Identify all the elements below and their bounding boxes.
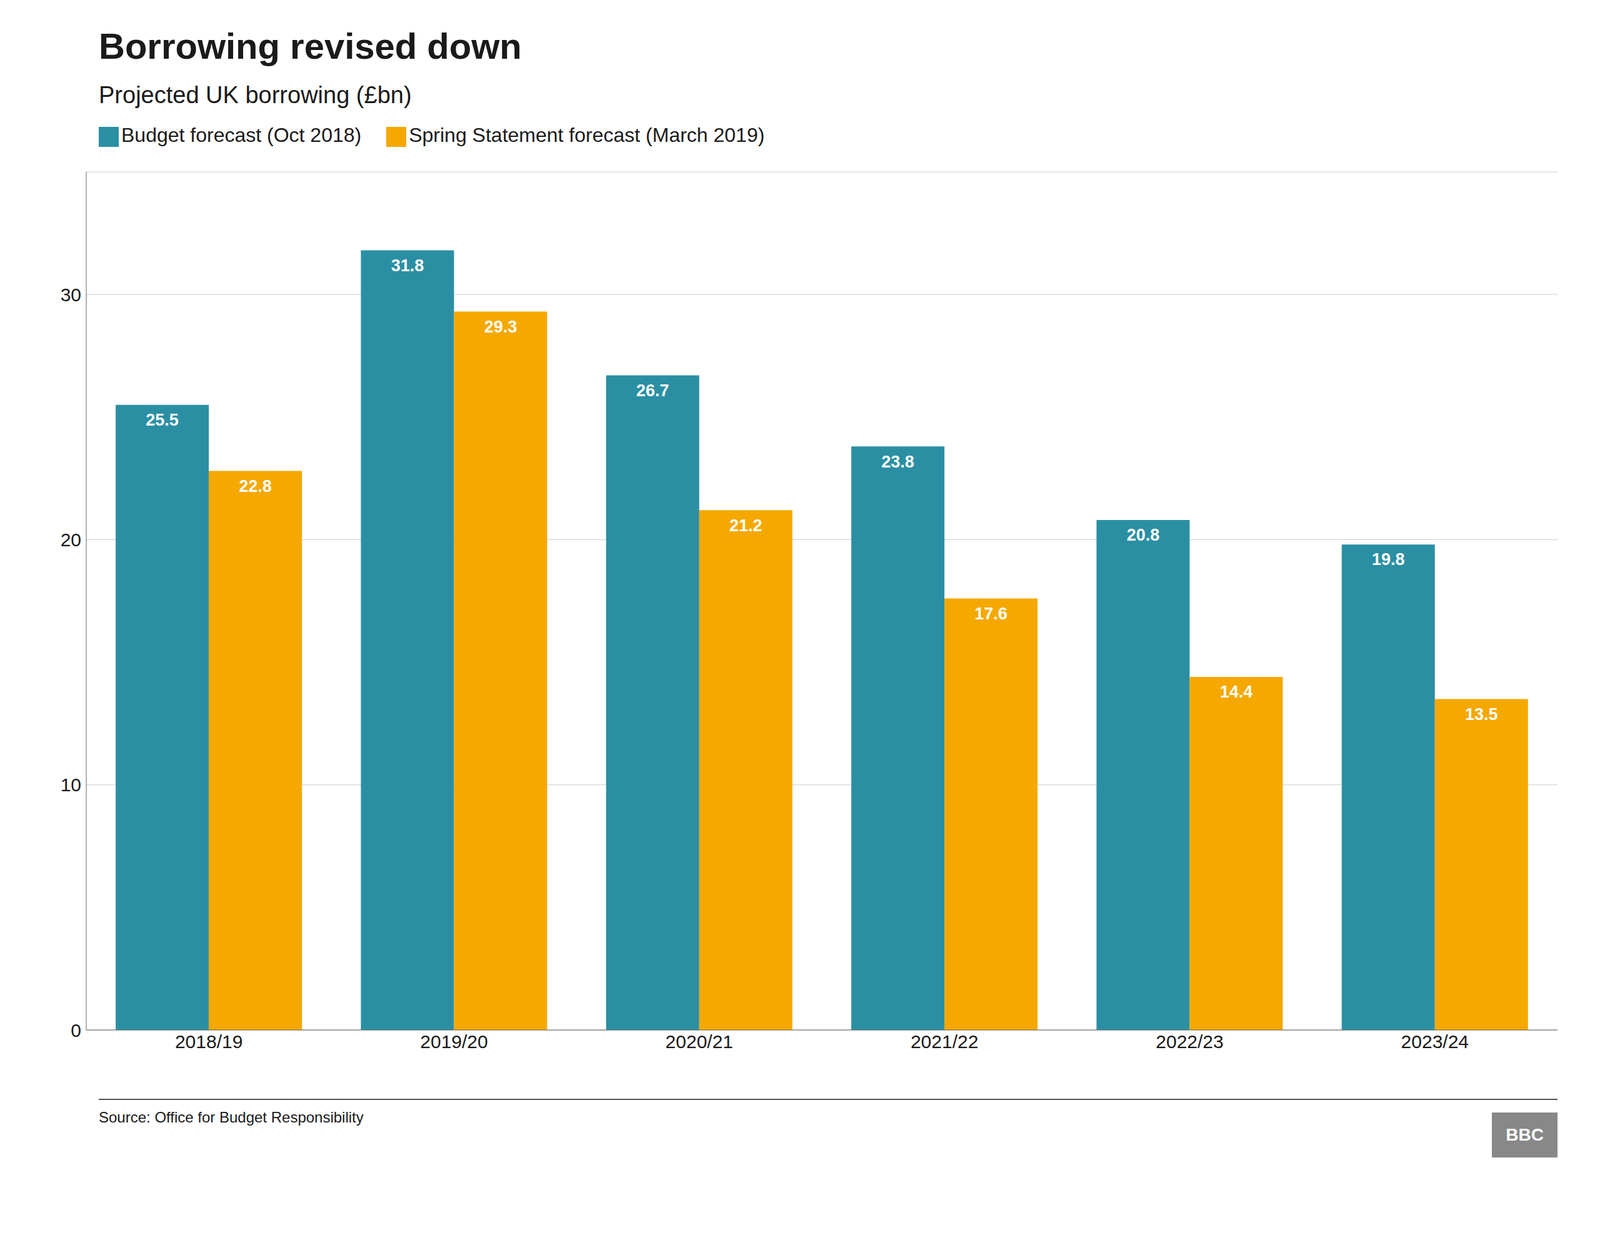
- svg-text:2019/20: 2019/20: [420, 1031, 488, 1052]
- svg-text:26.7: 26.7: [636, 381, 670, 400]
- svg-text:2023/24: 2023/24: [1401, 1031, 1469, 1052]
- svg-text:13.5: 13.5: [1465, 705, 1499, 724]
- svg-text:2021/22: 2021/22: [910, 1031, 979, 1052]
- svg-text:14.4: 14.4: [1220, 682, 1254, 702]
- svg-text:19.8: 19.8: [1371, 550, 1405, 569]
- svg-text:25.5: 25.5: [145, 410, 179, 430]
- svg-text:10: 10: [60, 774, 82, 795]
- svg-text:21.2: 21.2: [729, 516, 763, 535]
- svg-text:17.6: 17.6: [974, 604, 1008, 624]
- html-text:Borrowing revised down: Borrowing revised down: [98, 25, 522, 67]
- svg-text:2020/21: 2020/21: [665, 1031, 734, 1052]
- svg-text:0: 0: [70, 1020, 82, 1041]
- html-text:Spring Statement forecast (Mar: Spring Statement forecast (March 2019): [408, 123, 765, 147]
- html-text:Projected UK borrowing (£bn): Projected UK borrowing (£bn): [98, 81, 412, 109]
- html-text:Source: Office for Budget Resp: Source: Office for Budget Responsibility: [98, 1108, 364, 1126]
- svg-text:20: 20: [60, 529, 82, 550]
- svg-text:23.8: 23.8: [881, 452, 915, 472]
- svg-text:2018/19: 2018/19: [175, 1031, 243, 1052]
- html-text:Budget forecast (Oct 2018): Budget forecast (Oct 2018): [121, 123, 362, 147]
- svg-text:20.8: 20.8: [1126, 525, 1160, 545]
- svg-text:30: 30: [60, 284, 82, 305]
- html-text:BBC: BBC: [1505, 1125, 1544, 1145]
- svg-text:31.8: 31.8: [391, 256, 425, 275]
- svg-text:2022/23: 2022/23: [1155, 1031, 1224, 1052]
- svg-text:22.8: 22.8: [238, 476, 272, 496]
- svg-text:29.3: 29.3: [484, 317, 518, 337]
